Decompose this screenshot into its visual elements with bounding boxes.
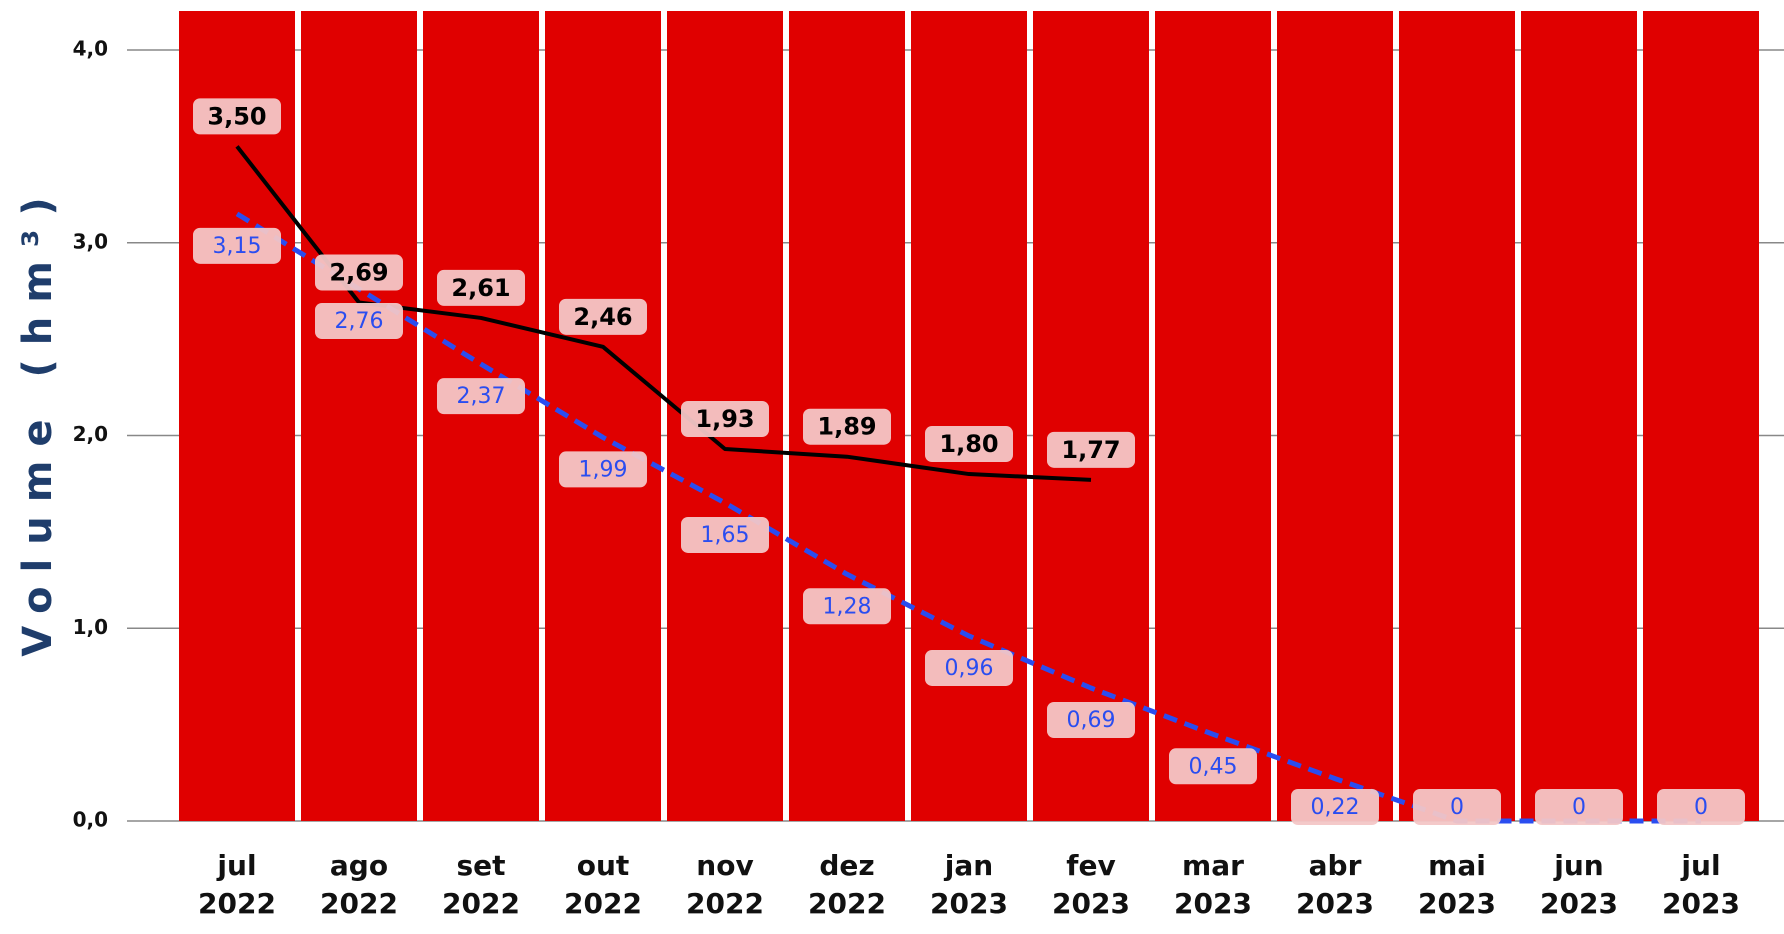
category-band — [1521, 11, 1637, 821]
data-label: 0,22 — [1291, 789, 1379, 825]
x-tick-label: set 2022 — [442, 849, 520, 920]
data-label: 2,37 — [437, 378, 525, 415]
category-band — [179, 11, 295, 821]
y-axis-label: Volume (hm³) — [15, 183, 61, 656]
data-label: 1,89 — [803, 408, 891, 445]
data-label-text: 2,76 — [335, 309, 384, 334]
data-label-text: 1,93 — [695, 405, 754, 433]
data-label: 1,80 — [925, 426, 1013, 463]
data-label-box — [1413, 789, 1501, 825]
data-label-text: 0 — [1450, 795, 1464, 820]
data-label-box — [925, 426, 1013, 463]
data-label: 0,69 — [1047, 702, 1135, 739]
data-label: 2,76 — [315, 303, 403, 340]
category-band — [911, 11, 1027, 821]
data-label-text: 1,28 — [823, 594, 872, 619]
data-label-box — [681, 516, 769, 553]
data-label-text: 2,69 — [329, 259, 388, 287]
x-tick-label: dez 2022 — [808, 849, 886, 920]
x-tick-label: nov 2022 — [686, 849, 764, 920]
category-band — [423, 11, 539, 821]
data-label: 3,50 — [193, 98, 281, 135]
y-tick-label: 3,0 — [73, 229, 108, 253]
data-label-box — [681, 400, 769, 437]
data-label-box — [193, 227, 281, 264]
data-label-text: 2,46 — [573, 303, 632, 331]
data-label: 1,99 — [559, 451, 647, 488]
data-label: 3,15 — [193, 227, 281, 264]
data-label: 1,77 — [1047, 431, 1135, 468]
data-label-text: 0,96 — [945, 656, 994, 681]
data-label: 2,46 — [559, 298, 647, 335]
data-label: 1,65 — [681, 516, 769, 553]
data-label: 0 — [1413, 789, 1501, 825]
data-label-box — [1047, 702, 1135, 739]
data-label-box — [1535, 789, 1623, 825]
data-label-text: 2,37 — [457, 384, 506, 409]
data-label: 0,96 — [925, 649, 1013, 686]
data-label: 0,45 — [1169, 748, 1257, 785]
data-label-box — [315, 303, 403, 340]
category-band — [1277, 11, 1393, 821]
category-band — [1155, 11, 1271, 821]
x-tick-label: ago 2022 — [320, 849, 398, 920]
data-label-text: 3,50 — [207, 102, 266, 130]
category-band — [301, 11, 417, 821]
data-label-text: 0 — [1572, 795, 1586, 820]
data-label: 0 — [1657, 789, 1745, 825]
category-band — [1399, 11, 1515, 821]
x-tick-label: out 2022 — [564, 849, 642, 920]
x-tick-label: mai 2023 — [1418, 849, 1496, 920]
data-label-box — [925, 649, 1013, 686]
x-tick-label: jan 2023 — [930, 849, 1008, 920]
x-tick-label: jul 2022 — [198, 849, 276, 920]
data-label-box — [1657, 789, 1745, 825]
data-label-box — [315, 254, 403, 291]
data-label-text: 3,15 — [213, 234, 262, 259]
data-label-text: 1,89 — [817, 413, 876, 441]
category-band — [1033, 11, 1149, 821]
data-label-text: 2,61 — [451, 274, 510, 302]
data-label: 1,28 — [803, 588, 891, 625]
data-label-box — [1169, 748, 1257, 785]
data-label-box — [803, 408, 891, 445]
data-label-text: 0,69 — [1067, 708, 1116, 733]
data-label-text: 0 — [1694, 795, 1708, 820]
data-label: 0 — [1535, 789, 1623, 825]
data-label-box — [1047, 431, 1135, 468]
data-label-text: 1,65 — [701, 523, 750, 548]
category-band — [545, 11, 661, 821]
x-tick-label: abr 2023 — [1296, 849, 1374, 920]
x-tick-label: mar 2023 — [1174, 849, 1252, 920]
data-label-box — [559, 298, 647, 335]
data-label-text: 0,45 — [1189, 754, 1238, 779]
data-label-text: 0,22 — [1311, 795, 1360, 820]
data-label-box — [803, 588, 891, 625]
data-label-text: 1,99 — [579, 457, 628, 482]
category-band — [1643, 11, 1759, 821]
data-label-text: 1,77 — [1061, 436, 1120, 464]
y-tick-label: 1,0 — [73, 615, 108, 639]
y-tick-label: 2,0 — [73, 422, 108, 446]
data-label: 2,61 — [437, 269, 525, 306]
data-label: 2,69 — [315, 254, 403, 291]
data-label-box — [1291, 789, 1379, 825]
data-label-box — [437, 378, 525, 415]
data-label-box — [437, 269, 525, 306]
x-tick-label: jul 2023 — [1662, 849, 1740, 920]
x-tick-label: fev 2023 — [1052, 849, 1130, 920]
x-tick-label: jun 2023 — [1540, 849, 1618, 920]
data-label-box — [559, 451, 647, 488]
y-tick-label: 4,0 — [73, 37, 108, 61]
y-tick-label: 0,0 — [73, 808, 108, 832]
data-label: 1,93 — [681, 400, 769, 437]
data-label-text: 1,80 — [939, 430, 998, 458]
data-label-box — [193, 98, 281, 135]
